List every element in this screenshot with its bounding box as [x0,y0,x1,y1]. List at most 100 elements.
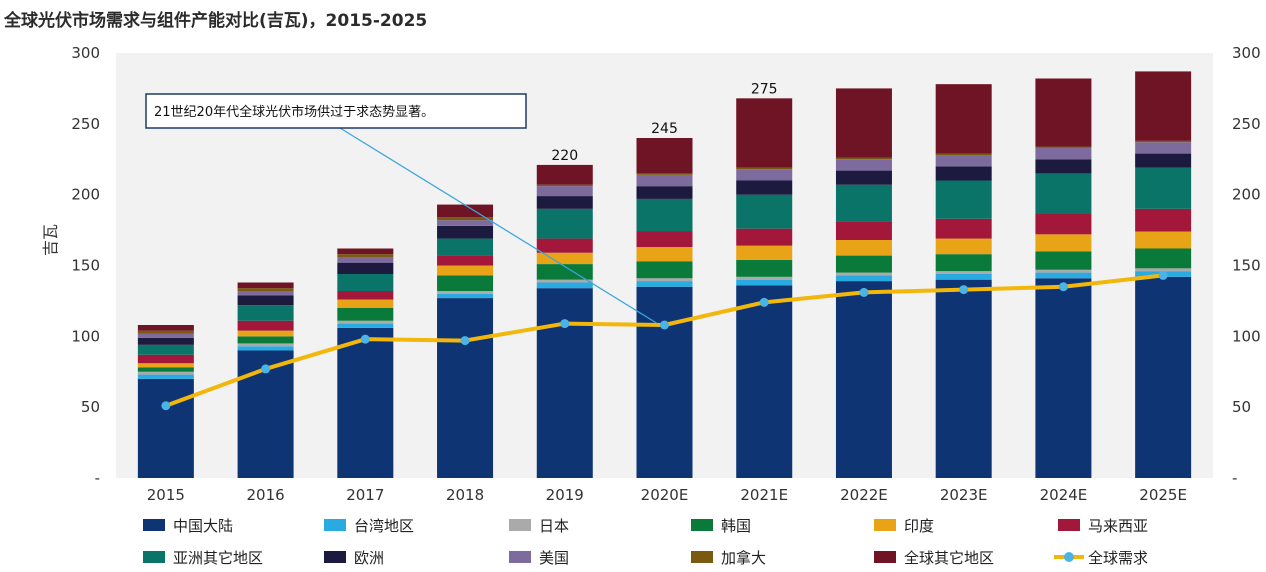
legend-swatch [509,519,531,531]
bar-segment [237,343,294,347]
bar-segment [935,155,992,167]
y-tick-label: 200 [71,186,100,204]
bar-segment [536,208,593,239]
bar-segment [935,238,992,255]
annotation-arrow [339,127,657,324]
legend-label: 中国大陆 [173,517,233,535]
bar-segment [736,228,793,246]
y2-tick-label: 300 [1232,44,1261,62]
bar-segment [935,254,992,272]
bar-segment [137,371,194,375]
demand-point [959,285,969,295]
bar-segment [237,336,294,344]
bar-segment [835,275,892,282]
x-tick-label: 2021E [740,486,788,504]
demand-point [859,287,869,297]
total-data-label: 275 [751,81,778,97]
bar-segment [1035,159,1092,174]
right-y-axis: - 50 100 150 200 250 300 [1232,44,1261,487]
x-tick-label: 2018 [446,486,484,504]
legend-item: 美国 [509,549,569,567]
bar-segment [636,247,693,262]
bar-segment [137,344,194,355]
demand-point [360,334,370,344]
bar-segment [237,320,294,331]
demand-point [1158,270,1168,280]
bar-segment [736,167,793,170]
bar-segment [636,138,693,174]
bar-segment [1135,268,1192,272]
total-data-label: 220 [551,148,578,164]
bar-segment [835,240,892,256]
bar-segment [1035,269,1092,273]
legend-label: 美国 [539,549,569,567]
demand-line [161,270,1168,411]
bar-segment [835,255,892,273]
legend-label: 全球其它地区 [904,549,994,567]
bar-segment [1135,71,1192,141]
bar-segment [736,169,793,181]
legend-marker [1064,552,1074,562]
legend-swatch [691,551,713,563]
bar-segment [337,320,394,324]
bar-segment [835,281,892,478]
demand-point [261,364,271,374]
bar-segment [437,238,494,256]
bar-segment [736,194,793,229]
bar-segment [137,337,194,345]
chart-title: 全球光伏市场需求与组件产能对比(吉瓦)，2015-2025 [4,11,428,31]
y-tick-label: 150 [71,257,100,275]
bar-segment [437,265,494,276]
bar-segment [437,298,494,478]
legend-item: 韩国 [691,517,751,535]
bar-segment [437,293,494,299]
bar-segment [237,305,294,321]
y2-tick-label: 100 [1232,327,1261,345]
x-tick-label: 2015 [147,486,185,504]
demand-point [759,297,769,307]
legend-item: 日本 [509,517,569,535]
bar-segment [1135,208,1192,232]
bar-segment [736,285,793,478]
bar-segment [536,164,593,185]
bar-segment [636,261,693,279]
bar-segment [935,84,992,154]
bar-segment [137,378,194,478]
total-data-label: 245 [651,121,678,137]
bar-segment [935,218,992,239]
bar-segment [337,299,394,308]
bar-segment [536,238,593,253]
bar-segment [1135,142,1192,154]
legend-swatch [143,519,165,531]
bar-segment [636,198,693,232]
bar-segment [337,254,394,257]
bar-segment [736,259,793,277]
bar-segment [437,275,494,291]
demand-point [1058,282,1068,292]
legend-swatch [509,551,531,563]
bar-segment [935,153,992,155]
bar-segment [137,333,194,338]
bar-segment [337,274,394,291]
legend-label: 加拿大 [721,549,766,567]
y2-tick-label: 150 [1232,257,1261,275]
legend-item: 印度 [874,517,934,535]
y-tick-label: - [95,469,100,487]
legend-swatch [874,551,896,563]
bar-segment [437,291,494,294]
bar-segment [437,204,494,218]
annotation-box [145,93,527,129]
legend-label: 欧洲 [354,549,384,567]
y2-tick-label: 250 [1232,115,1261,133]
bar-segment [835,272,892,276]
y-axis-label: 吉瓦 [41,224,60,256]
x-tick-label: 2024E [1040,486,1088,504]
bar-segment [1035,278,1092,478]
legend-label: 马来西亚 [1088,517,1148,535]
x-tick-label: 2016 [246,486,284,504]
bar-segment [237,330,294,337]
bar-segment [137,367,194,372]
bar-segment [437,217,494,221]
bar-segment [437,220,494,226]
bar-segment [1135,167,1192,209]
